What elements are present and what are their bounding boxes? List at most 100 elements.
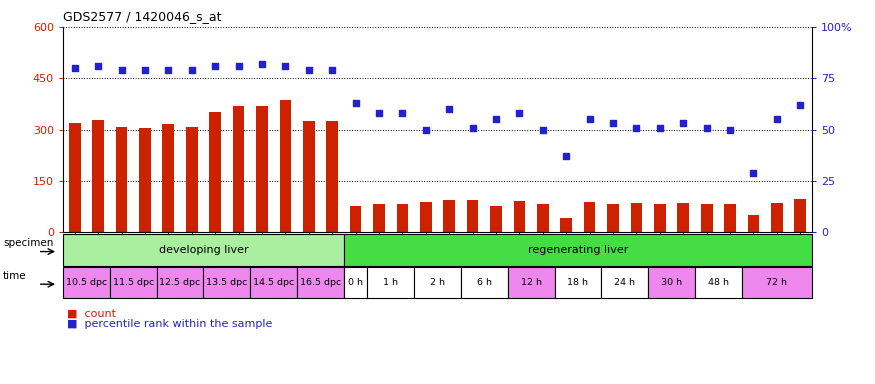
Point <box>67 65 81 71</box>
Bar <box>607 204 619 232</box>
Bar <box>444 200 455 232</box>
Bar <box>414 267 461 298</box>
Bar <box>163 124 174 232</box>
Bar <box>724 204 736 232</box>
Text: 0 h: 0 h <box>348 278 363 287</box>
Point <box>348 100 362 106</box>
Point <box>676 120 690 126</box>
Bar <box>350 206 361 232</box>
Point <box>372 110 386 116</box>
Bar <box>326 121 338 232</box>
Bar <box>368 267 414 298</box>
Text: specimen: specimen <box>4 238 53 248</box>
Point <box>91 63 105 69</box>
Point <box>583 116 597 122</box>
Point <box>278 63 292 69</box>
Point <box>559 153 573 159</box>
Bar <box>648 267 695 298</box>
Bar <box>555 267 601 298</box>
Bar <box>250 267 298 298</box>
Bar <box>69 123 80 232</box>
Bar <box>771 202 783 232</box>
Point <box>770 116 784 122</box>
Point <box>185 67 199 73</box>
Bar <box>186 127 198 232</box>
Bar <box>514 201 525 232</box>
Point <box>442 106 456 112</box>
Bar <box>373 204 385 232</box>
Point <box>794 102 808 108</box>
Point <box>419 126 433 132</box>
Point <box>208 63 222 69</box>
Bar <box>560 218 572 232</box>
Point <box>606 120 620 126</box>
Bar <box>233 106 244 232</box>
Bar <box>396 204 409 232</box>
Bar <box>601 267 648 298</box>
Bar <box>507 267 555 298</box>
Text: 72 h: 72 h <box>766 278 788 287</box>
Point <box>653 124 667 131</box>
Text: 48 h: 48 h <box>708 278 729 287</box>
Bar <box>303 121 315 232</box>
Text: regenerating liver: regenerating liver <box>528 245 628 255</box>
Bar <box>157 267 203 298</box>
Point <box>161 67 175 73</box>
Bar <box>420 202 431 232</box>
Bar <box>654 204 666 232</box>
Bar <box>203 267 250 298</box>
Bar <box>209 113 221 232</box>
Point <box>326 67 340 73</box>
Point <box>489 116 503 122</box>
Text: 1 h: 1 h <box>383 278 398 287</box>
Text: 6 h: 6 h <box>477 278 492 287</box>
Point <box>466 124 480 131</box>
Text: 12.5 dpc: 12.5 dpc <box>159 278 200 287</box>
Point <box>255 61 269 67</box>
Point <box>746 170 760 176</box>
Text: ■  count: ■ count <box>67 309 116 319</box>
Bar <box>742 267 812 298</box>
Text: 18 h: 18 h <box>568 278 589 287</box>
Bar <box>110 267 157 298</box>
Bar <box>794 199 806 232</box>
Text: 13.5 dpc: 13.5 dpc <box>206 278 248 287</box>
Point <box>513 110 527 116</box>
Text: 12 h: 12 h <box>521 278 542 287</box>
Text: GDS2577 / 1420046_s_at: GDS2577 / 1420046_s_at <box>63 10 221 23</box>
Bar <box>344 234 812 266</box>
Bar <box>344 267 368 298</box>
Text: time: time <box>4 271 27 281</box>
Text: ■  percentile rank within the sample: ■ percentile rank within the sample <box>67 319 273 329</box>
Bar <box>279 101 291 232</box>
Bar <box>490 206 502 232</box>
Bar <box>747 215 760 232</box>
Bar <box>631 202 642 232</box>
Bar <box>63 234 344 266</box>
Bar <box>537 204 549 232</box>
Text: 16.5 dpc: 16.5 dpc <box>300 278 341 287</box>
Text: 11.5 dpc: 11.5 dpc <box>113 278 154 287</box>
Bar <box>92 120 104 232</box>
Bar <box>298 267 344 298</box>
Bar <box>677 202 690 232</box>
Text: 24 h: 24 h <box>614 278 635 287</box>
Point <box>536 126 550 132</box>
Bar <box>461 267 507 298</box>
Text: 14.5 dpc: 14.5 dpc <box>253 278 294 287</box>
Bar <box>63 267 110 298</box>
Text: 30 h: 30 h <box>661 278 682 287</box>
Bar <box>256 106 268 232</box>
Point <box>700 124 714 131</box>
Point <box>302 67 316 73</box>
Bar <box>701 204 712 232</box>
Text: 10.5 dpc: 10.5 dpc <box>66 278 107 287</box>
Point <box>138 67 152 73</box>
Bar <box>695 267 742 298</box>
Text: developing liver: developing liver <box>158 245 248 255</box>
Point <box>232 63 246 69</box>
Bar <box>466 200 479 232</box>
Point <box>629 124 643 131</box>
Bar <box>116 127 128 232</box>
Bar <box>584 202 596 232</box>
